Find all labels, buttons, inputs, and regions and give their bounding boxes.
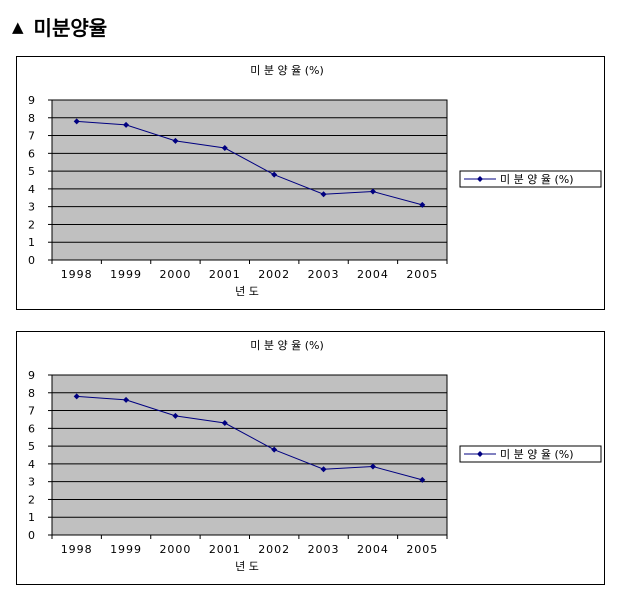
x-tick-label: 2004 xyxy=(357,268,389,281)
y-tick-label: 5 xyxy=(28,440,35,453)
y-tick-label: 3 xyxy=(28,476,35,489)
chart-svg: 미 분 양 율 (%) 0 1 2 3 4 5 6 7 8 9 1998 1999 2000 2001 200… xyxy=(28,64,602,298)
page-heading: ▲ 미분양율 xyxy=(12,12,107,41)
chart-1: 미 분 양 율 (%) 0 1 2 3 4 5 6 7 8 9 1998 1999 2000 2001 200… xyxy=(16,56,605,310)
data-point xyxy=(221,420,228,426)
chart-svg: 미 분 양 율 (%) 0 1 2 3 4 5 6 7 8 9 1998 1999 2000 2001 200… xyxy=(28,339,602,573)
data-point xyxy=(369,463,376,470)
x-tick-label: 2005 xyxy=(406,268,438,281)
data-point xyxy=(320,466,327,473)
x-tick-label: 2000 xyxy=(159,268,191,281)
x-tick-label: 2004 xyxy=(357,543,389,556)
y-tick-label: 2 xyxy=(28,493,35,506)
data-point xyxy=(221,145,228,151)
x-tick-label: 2002 xyxy=(258,268,290,281)
x-tick-label: 1999 xyxy=(110,268,142,281)
data-point xyxy=(419,201,426,208)
x-tick-label: 2001 xyxy=(209,268,241,281)
x-tick-label: 1999 xyxy=(110,543,142,556)
x-tick-label: 1998 xyxy=(61,268,93,281)
y-tick-label: 4 xyxy=(28,458,35,471)
y-tick-label: 7 xyxy=(28,130,35,143)
y-tick-label: 9 xyxy=(28,94,35,107)
legend-label: 미 분 양 율 (%) xyxy=(500,448,574,461)
y-tick-label: 6 xyxy=(28,147,35,160)
x-tick-label: 1998 xyxy=(61,543,93,556)
data-point xyxy=(172,412,179,419)
x-tick-label: 2003 xyxy=(308,543,340,556)
legend-box xyxy=(459,445,602,463)
chart-title: 미 분 양 율 (%) xyxy=(250,64,324,77)
x-tick-label: 2001 xyxy=(209,543,241,556)
x-axis-title: 년 도 xyxy=(235,560,259,573)
y-tick-label: 2 xyxy=(28,218,35,231)
x-tick-label: 2002 xyxy=(258,543,290,556)
legend: 미 분 양 율 (%) xyxy=(459,170,602,188)
y-tick-label: 5 xyxy=(28,165,35,178)
legend-box xyxy=(459,170,602,188)
legend-marker xyxy=(477,451,483,457)
data-point xyxy=(172,137,179,144)
y-tick-label: 3 xyxy=(28,201,35,214)
y-tick-label: 0 xyxy=(28,529,35,542)
chart-title: 미 분 양 율 (%) xyxy=(250,339,324,352)
legend: 미 분 양 율 (%) xyxy=(459,445,602,463)
series-line xyxy=(76,395,423,481)
x-tick-label: 2005 xyxy=(406,543,438,556)
y-tick-label: 1 xyxy=(28,511,35,524)
series-line xyxy=(76,120,423,206)
y-tick-label: 1 xyxy=(28,236,35,249)
page-title: 미분양율 xyxy=(33,16,108,40)
data-point xyxy=(320,191,327,198)
y-tick-label: 7 xyxy=(28,405,35,418)
data-point xyxy=(123,121,130,128)
data-point xyxy=(73,118,80,125)
y-tick-label: 8 xyxy=(28,387,35,400)
x-axis-title: 년 도 xyxy=(235,285,259,298)
triangle-marker-icon: ▲ xyxy=(12,17,24,36)
data-point xyxy=(419,476,426,483)
y-tick-label: 0 xyxy=(28,254,35,267)
legend-label: 미 분 양 율 (%) xyxy=(500,173,574,186)
data-point xyxy=(123,396,130,403)
x-tick-label: 2000 xyxy=(159,543,191,556)
data-point xyxy=(369,188,376,195)
legend-marker xyxy=(477,176,483,182)
data-point xyxy=(271,446,278,453)
chart-2: 미 분 양 율 (%) 0 1 2 3 4 5 6 7 8 9 1998 1999 2000 2001 200… xyxy=(16,331,605,585)
y-tick-label: 4 xyxy=(28,183,35,196)
x-tick-label: 2003 xyxy=(308,268,340,281)
data-point xyxy=(271,171,278,178)
y-tick-label: 8 xyxy=(28,112,35,125)
y-tick-label: 9 xyxy=(28,369,35,382)
data-point xyxy=(73,393,80,400)
y-tick-label: 6 xyxy=(28,422,35,435)
plot-area xyxy=(51,99,448,261)
plot-area xyxy=(51,374,448,536)
